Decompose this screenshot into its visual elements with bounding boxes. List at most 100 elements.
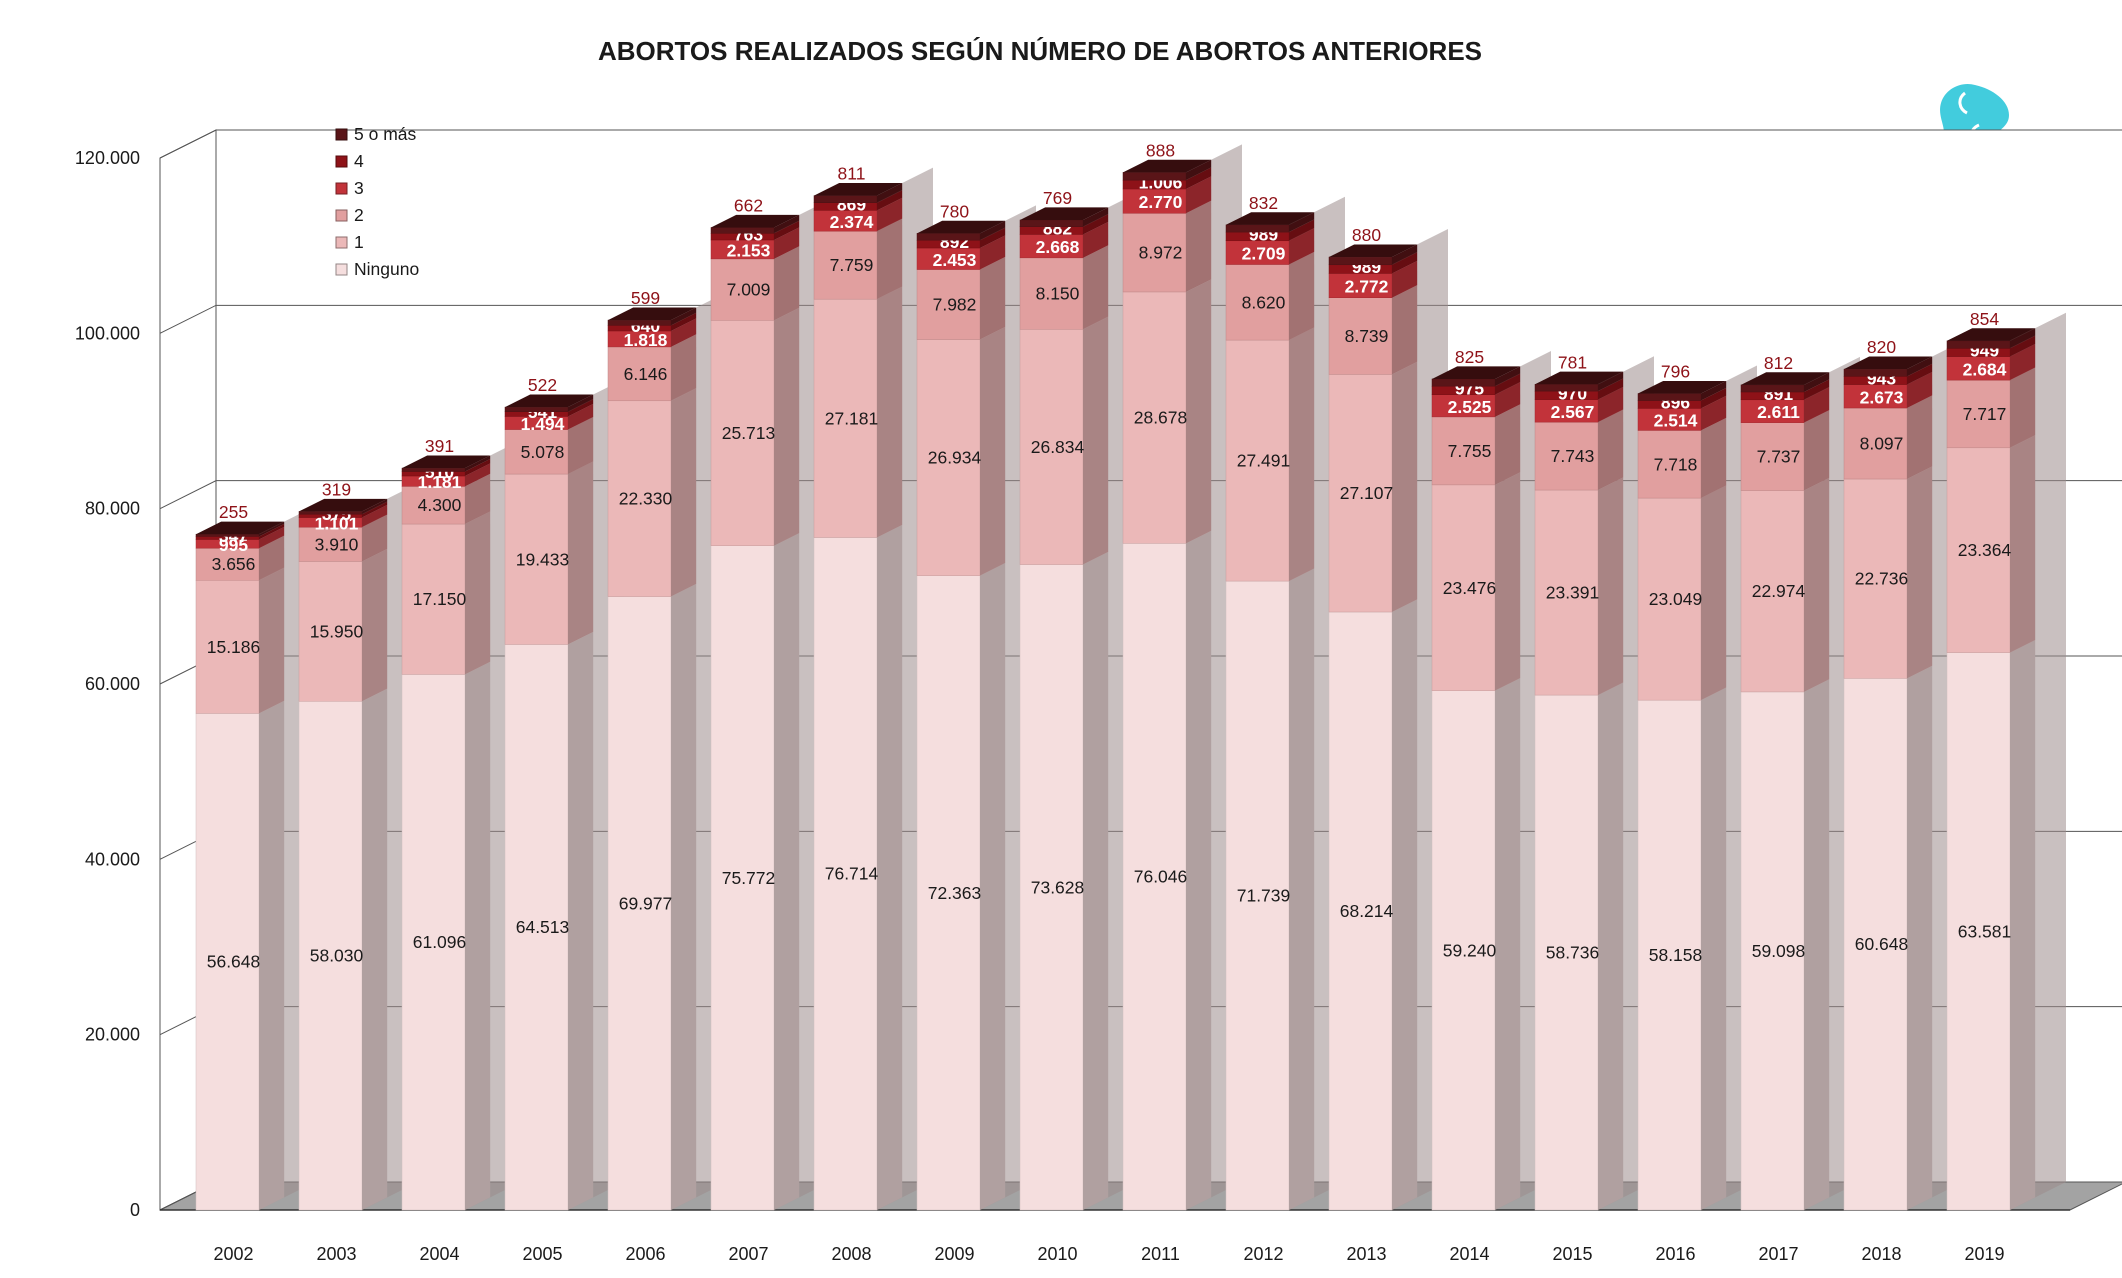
x-tick-label: 2017 [1758,1244,1798,1264]
bar-side-2010-0 [1083,551,1109,1210]
data-label-2014-5: 825 [1455,347,1484,367]
bar-segment-2012-1 [1225,339,1290,582]
x-tick-label: 2011 [1141,1244,1180,1264]
data-label-2007-5: 662 [734,196,763,216]
bar-side-2015-5 [1598,371,1624,392]
bar-side-2019-0 [2010,640,2036,1210]
data-label-2010-1: 26.834 [1031,437,1085,457]
data-label-2002-1: 15.186 [207,637,261,657]
bar-segment-2012-5 [1225,224,1290,233]
bar-side-2016-4 [1701,387,1727,409]
bar-side-2005-5 [568,394,594,412]
x-tick-label: 2007 [728,1244,768,1264]
bar-segment-2003-1 [298,561,363,702]
bar-top-2014 [1432,366,1521,379]
bar-segment-2012-0 [1225,580,1290,1211]
data-label-2018-1: 22.736 [1855,569,1909,589]
bar-segment-2008-0 [813,537,878,1211]
legend-item: 1 [335,232,364,252]
data-label-2005-5: 522 [528,375,557,395]
bar-segment-2015-0 [1534,694,1599,1211]
bar-segment-2009-2 [916,269,981,340]
bar-side-2013-0 [1392,599,1418,1210]
bar-top-2009 [917,220,1006,234]
data-label-2003-0: 58.030 [310,946,364,966]
bar-side-2010-4 [1083,214,1109,235]
bar-side-2015-0 [1598,682,1624,1210]
bar-top-2007 [711,214,800,228]
bar-side-2008-4 [877,190,903,211]
y-tick-label: 40.000 [85,849,140,869]
bar-side-2013-4 [1392,252,1418,274]
bar-segment-2005-2 [504,429,569,475]
x-tick-label: 2013 [1346,1244,1386,1264]
x-tick-label: 2012 [1243,1244,1283,1264]
bar-side-2010-1 [1083,316,1109,565]
bar-side-2004-4 [465,458,491,476]
data-label-2017-3: 2.611 [1757,402,1800,422]
bar-side-2011-4 [1186,167,1212,189]
legend-item: 5 o más [335,124,416,144]
data-label-2009-5: 780 [940,201,969,221]
bar-segment-2010-2 [1019,257,1084,330]
bar-segment-2007-1 [710,320,775,546]
bar-segment-2017-1 [1740,490,1805,693]
bar-segment-2004-1 [401,523,466,675]
bar-segment-2005-1 [504,473,569,645]
data-label-2005-0: 64.513 [516,917,570,937]
bar-segment-2013-1 [1328,374,1393,613]
bar-side-2009-0 [980,563,1006,1210]
data-label-2011-0: 76.046 [1134,867,1188,887]
data-label-2009-0: 72.363 [928,883,982,903]
data-label-2008-2: 7.759 [830,255,874,275]
bar-segment-2018-0 [1843,678,1908,1211]
data-label-2018-2: 8.097 [1860,434,1904,454]
bar-segment-2015-1 [1534,489,1599,696]
bar-side-2017-5 [1804,372,1830,392]
legend-label: 3 [354,178,364,198]
bar-segment-2010-1 [1019,329,1084,565]
bar-segment-2015-2 [1534,421,1599,491]
data-label-2006-0: 69.977 [619,893,673,913]
bar-side-2003-4 [362,501,388,518]
bar-side-2014-4 [1495,373,1521,395]
data-label-2008-1: 27.181 [825,408,879,428]
bar-side-2018-5 [1907,356,1933,377]
bar-side-2005-4 [568,399,594,417]
data-label-2012-0: 71.739 [1237,886,1291,906]
legend-item: 2 [335,205,364,225]
bar-segment-2018-5 [1843,368,1908,377]
bar-side-2019-1 [2010,435,2036,653]
x-tick-label: 2009 [934,1244,974,1264]
legend-label: 1 [354,232,364,252]
bar-side-2005-1 [568,461,594,645]
bar-segment-2004-5 [401,467,466,472]
bar-side-2016-1 [1701,485,1727,701]
bar-top-2016 [1638,380,1727,394]
bar-side-2012-5 [1289,212,1315,233]
bar-top-2019 [1947,328,2036,341]
data-label-2005-1: 19.433 [516,549,570,569]
data-label-2007-1: 25.713 [722,423,776,443]
bar-side-2017-1 [1804,477,1830,692]
bar-side-2013-3 [1392,260,1418,298]
bar-segment-2014-0 [1431,690,1496,1211]
bar-side-2002-5 [259,521,285,537]
data-label-2014-1: 23.476 [1443,578,1497,598]
bar-side-2004-3 [465,463,491,487]
bar-segment-2002-0 [195,713,260,1211]
data-label-2015-5: 781 [1558,352,1587,372]
data-label-2004-2: 4.300 [418,495,462,515]
bar-side-2012-2 [1289,251,1315,341]
bar-side-2003-1 [362,548,388,702]
bar-top-2006 [608,307,697,321]
legend-swatch [335,182,348,195]
